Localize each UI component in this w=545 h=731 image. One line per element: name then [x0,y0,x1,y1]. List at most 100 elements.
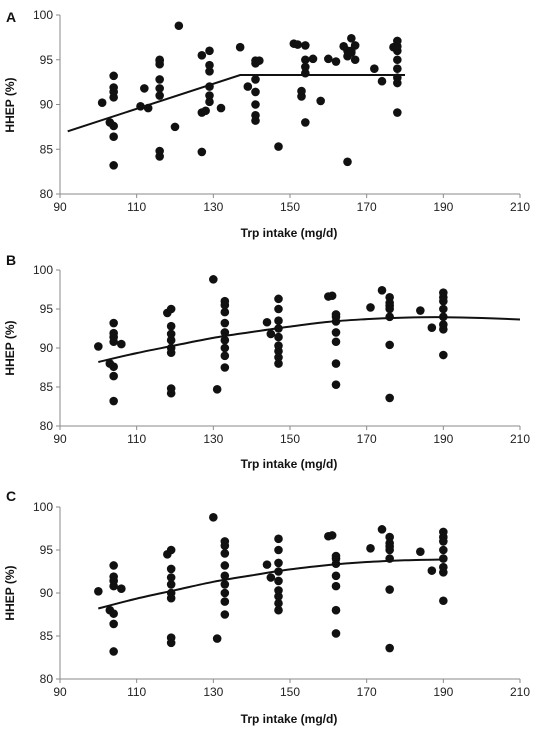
x-tick-label: 190 [433,200,453,214]
data-point [427,566,437,575]
data-point [205,60,214,70]
data-point [439,320,448,329]
data-point [109,572,118,581]
data-point [324,54,333,64]
data-point [331,380,341,389]
data-point [109,318,118,328]
data-point [155,84,164,93]
data-point [220,318,230,328]
data-point [274,558,283,568]
y-tick-label: 95 [40,302,54,316]
data-point [220,571,230,581]
data-point [155,55,164,65]
data-point [274,592,283,601]
data-point [220,296,230,306]
data-point [209,513,218,522]
x-tick-label: 210 [510,432,530,446]
data-point [205,97,214,107]
data-point [327,531,337,540]
data-point [251,110,260,120]
data-point [274,353,283,362]
data-point [201,106,210,116]
data-point [331,328,341,337]
data-point [94,342,103,351]
y-tick-label: 80 [40,672,54,686]
y-tick-label: 85 [40,380,54,394]
data-point [166,633,176,643]
y-tick-label: 95 [40,53,54,67]
data-point [274,316,283,326]
data-point [205,67,214,76]
data-point [109,396,118,406]
data-point [274,576,283,586]
x-tick-label: 170 [357,200,377,214]
data-point [377,76,387,86]
data-point [331,57,341,66]
x-tick-label: 190 [433,685,453,699]
data-point [117,339,126,349]
data-point [274,534,283,544]
data-point [331,337,341,347]
data-point [439,304,448,314]
y-tick-label: 80 [40,187,54,201]
data-point [416,306,425,315]
data-point [274,341,283,350]
data-point [166,321,176,331]
data-point [205,91,214,100]
data-point [166,384,176,393]
data-point [140,84,149,93]
data-point [327,291,337,301]
data-point [155,91,164,100]
data-point [166,545,176,555]
fit-line [67,74,405,133]
data-point [331,581,341,591]
y-tick-label: 100 [33,500,53,514]
data-point [331,359,341,368]
data-point [266,329,276,339]
y-tick-label: 95 [40,543,54,557]
data-point [385,393,394,403]
data-point [393,36,402,46]
y-tick-label: 90 [40,586,54,600]
data-point [427,323,437,333]
x-tick-label: 210 [510,685,530,699]
data-point [262,560,272,569]
y-tick-label: 80 [40,419,54,433]
data-point [94,586,103,596]
x-tick-label: 130 [203,200,223,214]
data-point [274,304,283,314]
data-point [385,340,394,350]
data-point [377,285,387,295]
x-tick-label: 150 [280,200,300,214]
panel-label: C [6,488,16,504]
data-point [109,647,118,656]
x-tick-label: 90 [53,200,67,214]
data-point [220,537,230,546]
data-point [331,571,341,581]
data-point [109,161,118,170]
data-point [274,605,283,615]
data-point [220,610,230,619]
data-point [166,304,176,314]
data-point [343,157,352,167]
data-point [393,55,402,65]
data-point [350,41,360,50]
data-point [393,108,402,117]
data-point [331,551,341,561]
data-point [220,328,230,337]
data-point [331,605,341,615]
data-point [97,98,107,108]
data-point [166,335,176,345]
panel-label: A [6,9,16,25]
x-axis-title: Trp intake (mg/d) [241,457,338,471]
x-tick-label: 90 [53,685,67,699]
data-point [109,619,118,629]
y-axis-title: HHEP (%) [3,565,17,620]
data-point [212,385,222,394]
data-point [301,118,310,127]
data-point [301,55,310,65]
data-point [243,82,253,91]
data-point [220,351,230,361]
data-point [316,96,325,106]
